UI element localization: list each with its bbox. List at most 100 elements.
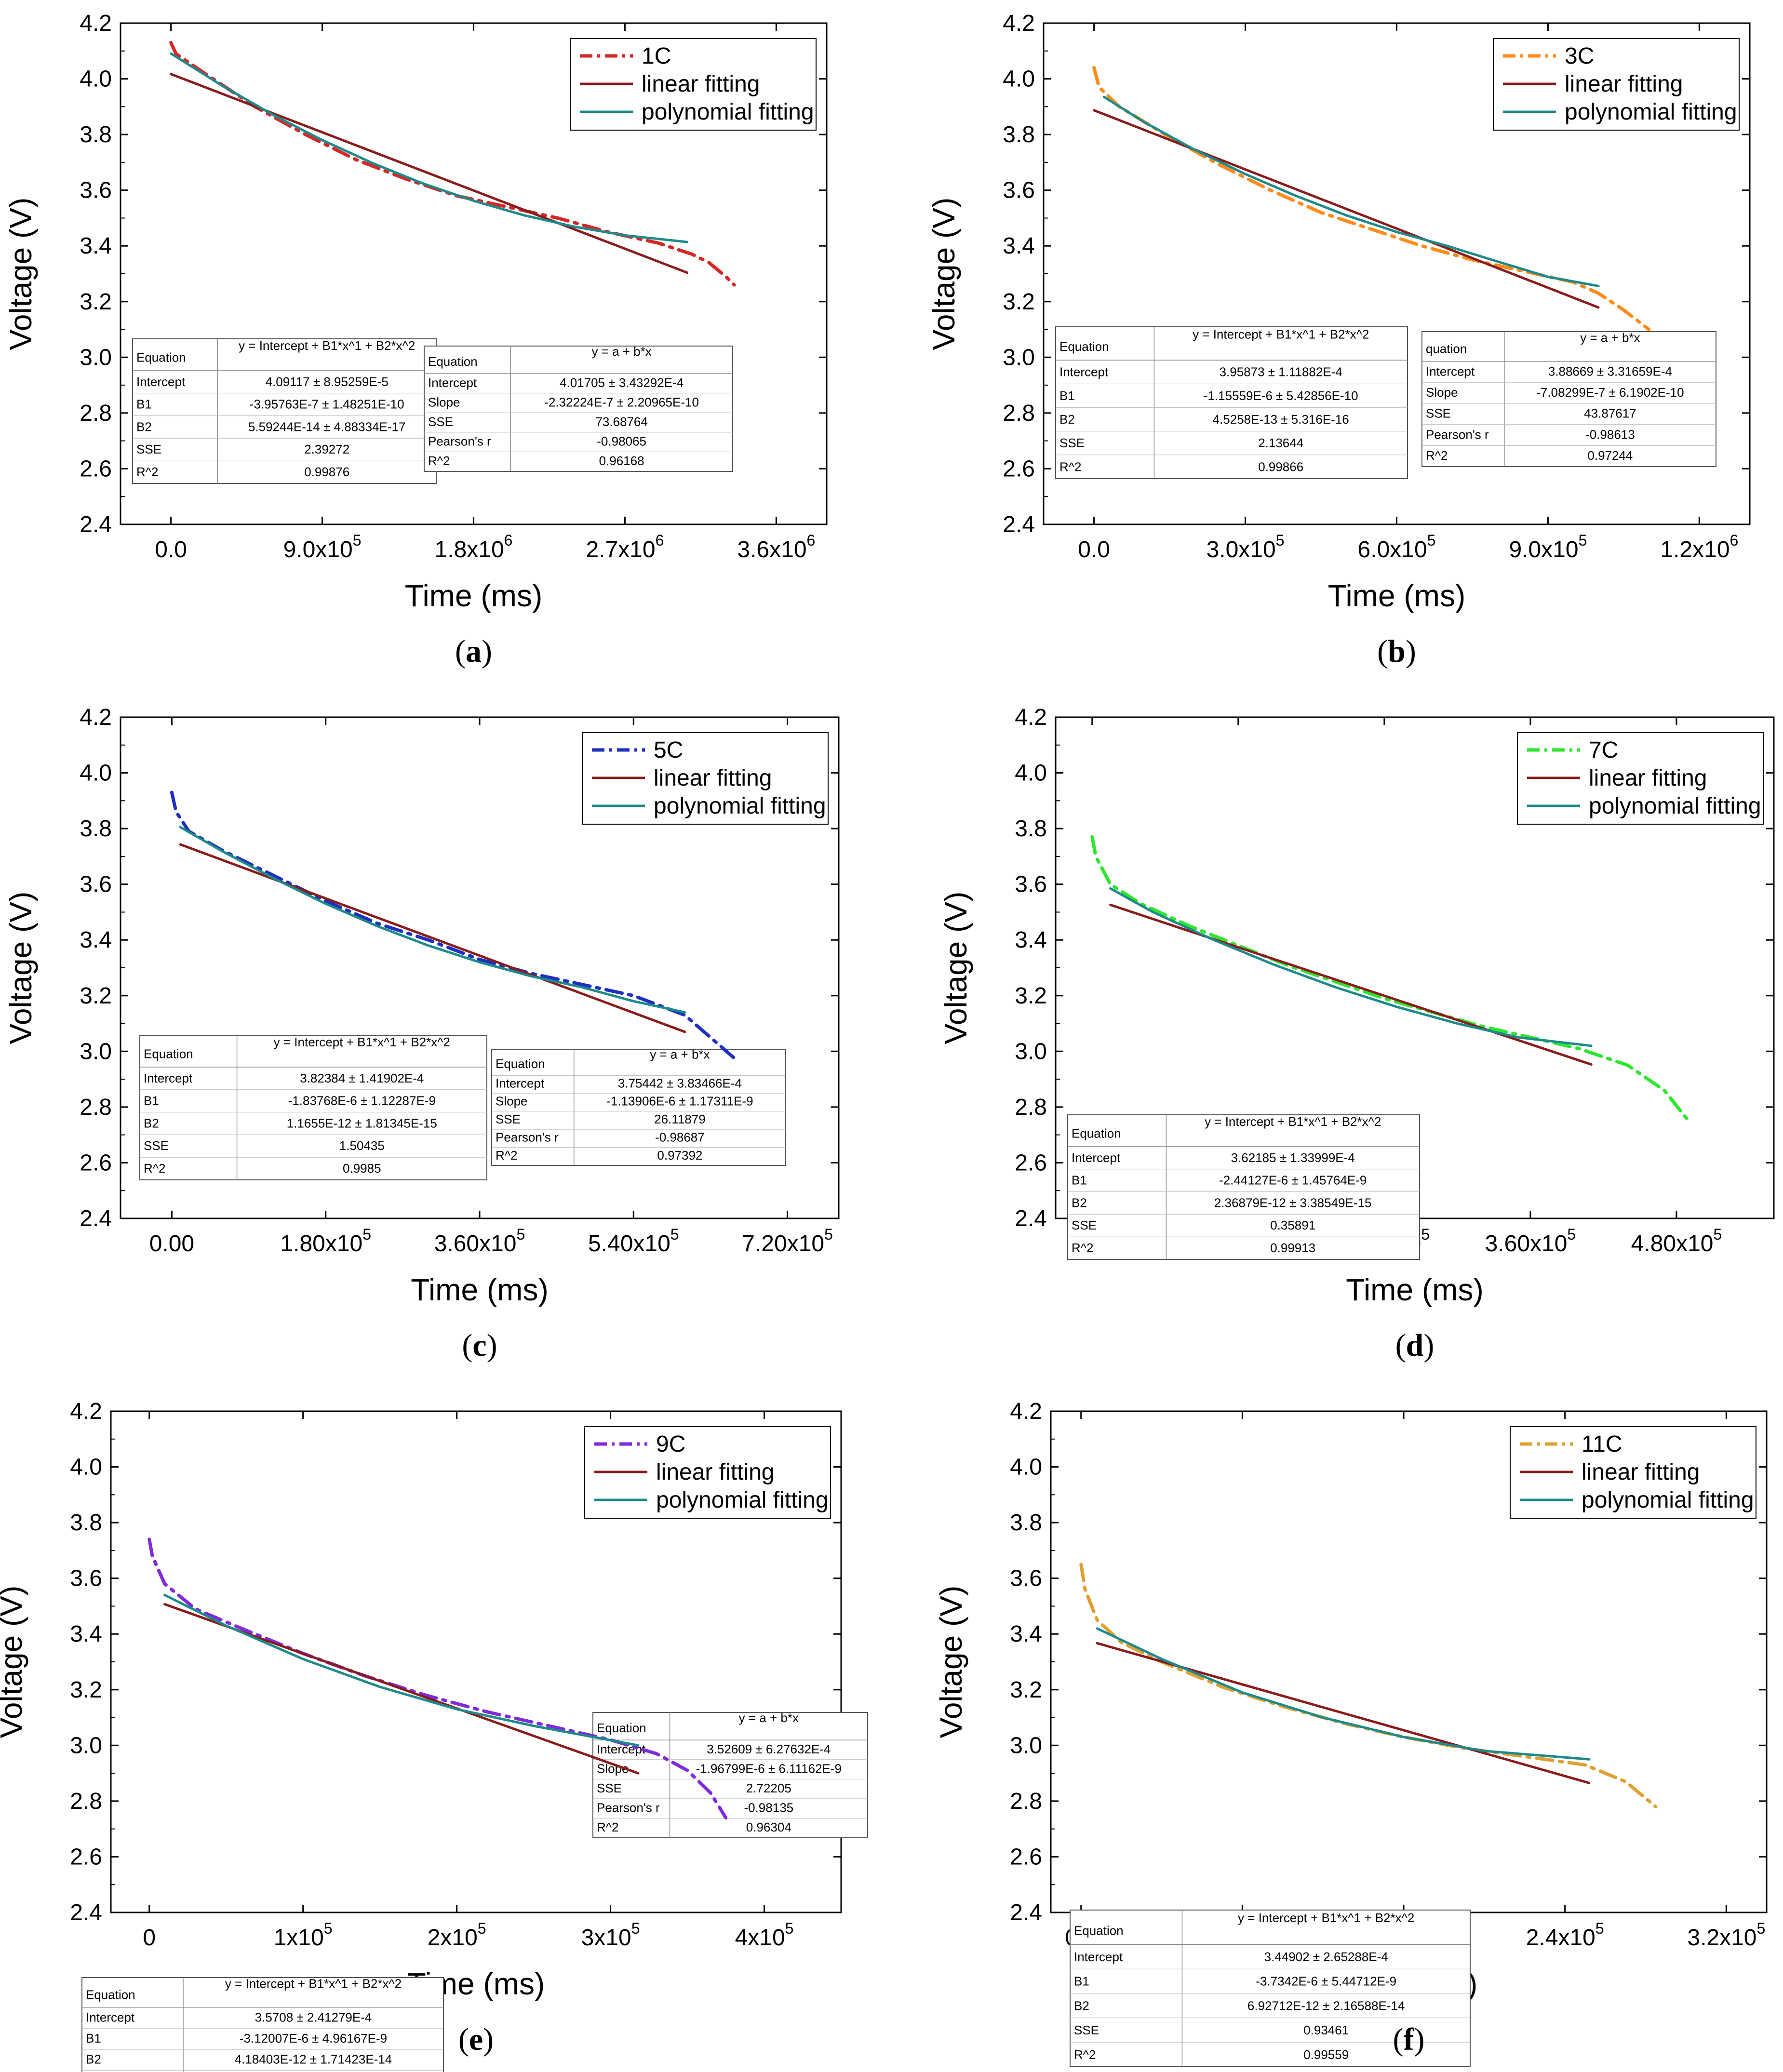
y-tick-label: 3.6 <box>70 1566 102 1591</box>
x-tick-exponent: 5 <box>1579 532 1587 549</box>
fit-table-equation: y = a + b*x <box>650 1047 710 1061</box>
x-tick-exponent: 5 <box>1595 1920 1604 1937</box>
y-tick-label: 3.2 <box>1003 289 1035 315</box>
y-tick-label: 2.4 <box>1010 1900 1042 1925</box>
fit-table: Equation y = Intercept + B1*x^1 + B2*x^2 I… <box>132 338 437 484</box>
series-line-linear-fit <box>1093 109 1600 309</box>
series-line-linear-fit <box>1109 903 1593 1066</box>
x-tick-label: 9.0x105 <box>283 532 362 562</box>
x-tick-base: 3.2x10 <box>1687 1925 1756 1951</box>
x-tick-exponent: 5 <box>1567 1226 1576 1243</box>
fit-table-param-name: Pearson's r <box>597 1800 660 1815</box>
fit-table-header-label: Equation <box>428 354 478 369</box>
fit-table-param-value: 3.88669 ± 3.31659E-4 <box>1548 364 1672 378</box>
fit-table-param-name: Intercept <box>1059 365 1109 379</box>
fit-table-param-name: B1 <box>86 2031 101 2045</box>
fit-table-param-name: R^2 <box>1072 1241 1093 1255</box>
chart-panel-c: 2.4 2.6 2.8 3.0 3.2 3.4 3.6 3.8 4.0 4.2 0.00 1.80x1… <box>3 705 840 1363</box>
y-tick-label: 3.4 <box>80 233 112 259</box>
caption-paren-close: ) <box>483 2022 494 2057</box>
caption-paren-open: ( <box>1377 634 1388 669</box>
x-tick-base: 3.60x10 <box>434 1231 517 1257</box>
fit-table-param-name: R^2 <box>1059 459 1081 474</box>
fit-table-param-name: Pearson's r <box>496 1130 559 1145</box>
y-tick-label: 2.4 <box>80 1206 112 1231</box>
fit-table-param-value: 2.39272 <box>304 442 349 456</box>
fit-table-param-name: Intercept <box>428 375 477 390</box>
x-tick-base: 3.60x10 <box>1485 1231 1568 1257</box>
legend-label: linear fitting <box>1565 71 1683 97</box>
fit-table-param-value: 0.93461 <box>1303 2023 1349 2037</box>
series-line-polynomial-fit <box>179 826 686 1014</box>
y-tick-label: 4.0 <box>1010 1455 1042 1480</box>
x-tick-base: 6.0x10 <box>1358 537 1427 562</box>
fit-table-frame <box>1421 331 1716 467</box>
fit-table-header-label: Equation <box>597 1721 646 1735</box>
y-tick-label: 2.8 <box>1003 401 1035 426</box>
fit-table-equation: y = Intercept + B1*x^1 + B2*x^2 <box>1193 327 1369 341</box>
fit-table-param-value: 0.97244 <box>1587 448 1633 463</box>
x-tick-base: 3.6x10 <box>737 537 806 562</box>
series-line-polynomial-fit <box>170 52 688 243</box>
x-tick-exponent: 5 <box>1276 532 1285 549</box>
y-tick-label: 3.8 <box>70 1510 102 1536</box>
y-tick-label: 3.2 <box>80 983 112 1009</box>
fit-table-equation: y = Intercept + B1*x^1 + B2*x^2 <box>274 1035 450 1049</box>
y-tick-label: 3.6 <box>1015 872 1047 897</box>
fit-table-header-label: Equation <box>144 1047 193 1061</box>
fit-table-header-label: Equation <box>1059 339 1109 354</box>
x-tick-exponent: 6 <box>1730 532 1739 549</box>
fit-table-param-value: 0.99913 <box>1270 1241 1315 1255</box>
panel-caption: (a) <box>455 634 492 669</box>
fit-table-param-name: SSE <box>1074 2023 1099 2037</box>
x-tick-base: 4.80x10 <box>1631 1231 1714 1257</box>
fit-table-param-name: SSE <box>144 1138 169 1153</box>
x-tick-exponent: 6 <box>656 532 664 549</box>
x-tick-label: 7.20x105 <box>742 1226 833 1257</box>
fit-table-equation: y = Intercept + B1*x^1 + B2*x^2 <box>1238 1911 1414 1925</box>
fit-table-param-value: 0.99876 <box>304 465 349 479</box>
panel-caption: (f) <box>1393 2022 1425 2057</box>
y-tick-label: 3.4 <box>1015 927 1047 953</box>
fit-table-param-name: B2 <box>144 1116 159 1130</box>
x-tick-base: 3x10 <box>581 1925 631 1951</box>
legend-label: polynomial fitting <box>1582 1487 1754 1513</box>
legend-label: 1C <box>642 43 671 69</box>
panel-caption: (e) <box>458 2022 494 2057</box>
fit-table-param-value: -1.83768E-6 ± 1.12287E-9 <box>288 1094 436 1108</box>
y-tick-label: 2.8 <box>1015 1095 1047 1120</box>
fit-table-param-value: -1.15559E-6 ± 5.42856E-10 <box>1204 388 1358 403</box>
fit-table-header-label: Equation <box>136 350 186 365</box>
y-tick-label: 4.0 <box>1015 761 1047 786</box>
x-tick-base: 3.0x10 <box>1207 537 1276 562</box>
chart-panel-e: 2.42.62.83.03.23.43.63.84.04.20 1x105 2x10… <box>0 1399 868 2072</box>
caption-letter: a <box>466 634 482 669</box>
fit-table-param-value: -1.13906E-6 ± 1.17311E-9 <box>606 1094 753 1109</box>
series-line-linear-fit <box>170 73 688 274</box>
fit-table-param-name: B2 <box>136 419 152 434</box>
legend-label: 11C <box>1582 1431 1622 1457</box>
legend-label: linear fitting <box>1582 1459 1700 1485</box>
y-tick-label: 3.4 <box>80 927 112 953</box>
x-tick-base: 9.0x10 <box>283 537 353 562</box>
chart-panel-a: 2.42.62.83.03.23.43.63.84.04.20.0 9.0x105… <box>3 11 828 669</box>
fit-table-param-name: R^2 <box>136 465 158 479</box>
x-tick-label: 2x105 <box>428 1920 486 1951</box>
fit-table-param-name: R^2 <box>597 1820 618 1834</box>
caption-paren-open: ( <box>455 634 466 669</box>
series-line-measured <box>1090 835 1690 1123</box>
series-line-measured <box>147 1537 728 1820</box>
fit-table: Equation y = Intercept + B1*x^1 + B2*x^2 I… <box>1055 326 1408 479</box>
fit-table-param-name: Slope <box>496 1094 528 1109</box>
y-tick-label: 4.2 <box>70 1399 102 1424</box>
fit-table-param-name: Intercept <box>1426 364 1475 378</box>
legend-label: polynomial fitting <box>1565 99 1737 125</box>
fit-table-param-name: SSE <box>1072 1218 1097 1232</box>
x-tick-label: 0 <box>143 1925 156 1951</box>
fit-table: Equation y = a + b*x Intercept 3.75442 ± 3.… <box>491 1047 786 1166</box>
fit-table-param-value: 5.59244E-14 ± 4.88334E-17 <box>248 419 406 434</box>
